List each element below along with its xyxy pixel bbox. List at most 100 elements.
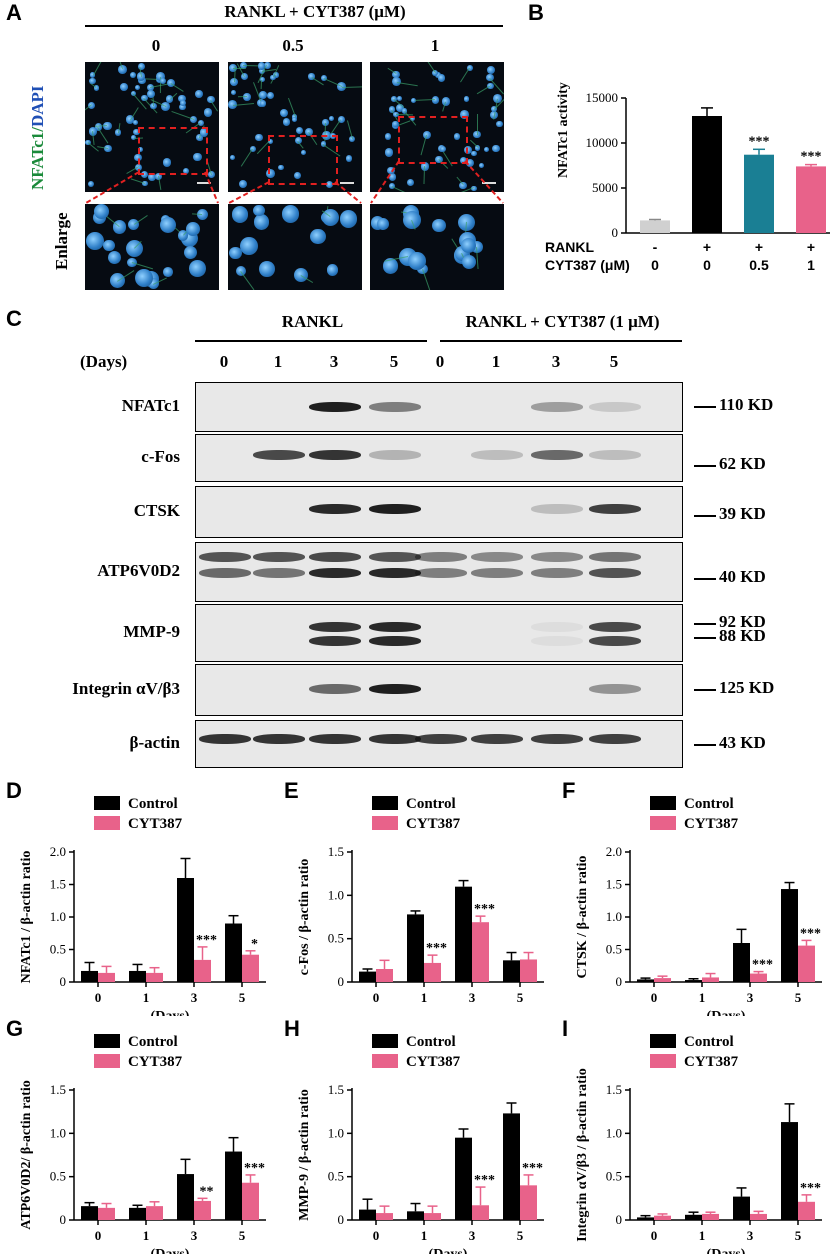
cell-nucleus <box>186 222 201 237</box>
protein-band <box>253 552 305 562</box>
protein-band <box>531 450 583 460</box>
cell-nucleus <box>118 64 127 74</box>
bar-cyt387 <box>194 1200 211 1220</box>
bar-cyt387 <box>472 922 489 982</box>
legend-control-label: Control <box>128 796 178 812</box>
cell-nucleus <box>131 135 137 141</box>
protein-band <box>589 568 641 578</box>
cell-nucleus <box>464 96 470 102</box>
bar-cyt387 <box>702 1213 719 1220</box>
kd-marker-label: 110 KD <box>719 395 774 414</box>
cell-nucleus <box>127 257 137 267</box>
protein-band <box>531 622 583 632</box>
xtick-label: 5 <box>795 990 802 1005</box>
protein-band <box>369 636 421 646</box>
legend-cyt387-label: CYT387 <box>406 816 461 832</box>
panel-b-cyt-value: 0 <box>703 257 711 273</box>
protein-band <box>369 568 421 578</box>
xtick-label: 1 <box>143 990 150 1005</box>
panel-letter-d: D <box>6 778 22 803</box>
cell-nucleus <box>300 150 306 156</box>
bar-control <box>225 923 242 982</box>
panel-b-rankl-value: - <box>652 239 658 255</box>
panel-letter-f: F <box>562 778 576 803</box>
lane-day-label: 0 <box>219 352 229 371</box>
ytick-label: 1.5 <box>606 1082 622 1097</box>
cell-nucleus <box>473 130 481 139</box>
cell-nucleus <box>487 66 496 75</box>
cell-nucleus <box>103 239 115 251</box>
cell-nucleus <box>163 267 173 278</box>
cell-nucleus <box>195 134 203 142</box>
panel-b-rankl-value: + <box>702 239 712 255</box>
x-axis-label: (Days) <box>429 1247 468 1254</box>
legend-cyt387-label: CYT387 <box>684 816 739 832</box>
xtick-label: 5 <box>517 990 524 1005</box>
panel-b-ytick: 15000 <box>586 90 619 105</box>
cell-nucleus <box>292 117 298 123</box>
cell-nucleus <box>392 120 400 128</box>
cell-nucleus <box>397 95 403 102</box>
significance-marker: *** <box>474 1173 495 1188</box>
significance-marker: ** <box>200 1184 214 1199</box>
cell-nucleus <box>138 146 144 153</box>
panel-b-rankl-value: + <box>806 239 816 255</box>
xtick-label: 1 <box>421 1228 428 1243</box>
panel-b-cyt-value: 0.5 <box>749 257 769 273</box>
kd-marker-label: 125 KD <box>719 678 775 697</box>
protein-band <box>369 684 421 694</box>
ytick-label: 2.0 <box>50 844 66 859</box>
cell-nucleus <box>93 204 109 220</box>
cell-nucleus <box>273 72 279 78</box>
cell-nucleus <box>228 64 237 72</box>
cell-nucleus <box>229 154 236 161</box>
ytick-label: 0 <box>60 1212 67 1227</box>
legend-control-swatch <box>650 796 676 810</box>
protein-band <box>415 552 467 562</box>
cell-nucleus <box>132 120 138 126</box>
cell-nucleus <box>259 100 267 107</box>
ytick-label: 1.0 <box>50 909 66 924</box>
panel-b-bar <box>744 154 774 233</box>
x-axis-label: (Days) <box>151 1247 190 1254</box>
cell-nucleus <box>437 74 446 82</box>
bar-cyt387 <box>472 1205 489 1220</box>
bar-control <box>733 1196 750 1220</box>
cell-nucleus <box>253 214 270 230</box>
scale-bar <box>197 182 211 184</box>
panel-b-cyt-value: 1 <box>807 257 815 273</box>
cell-nucleus <box>279 108 289 118</box>
western-blot-strip <box>195 604 683 662</box>
x-axis-label: (Days) <box>707 1247 746 1254</box>
panel-b-bar <box>692 116 722 233</box>
protein-band <box>589 684 641 694</box>
lane-day-label: 0 <box>435 352 445 371</box>
kd-marker-label: 39 KD <box>719 504 766 523</box>
panel-a-dose-1: 1 <box>430 36 440 55</box>
protein-band <box>199 734 251 744</box>
cell-nucleus <box>293 171 301 179</box>
bar-cyt387 <box>242 1182 259 1220</box>
cell-nucleus <box>231 206 249 223</box>
cell-nucleus <box>492 144 500 153</box>
panel-b-chart: 0 5000 10000 15000 *** *** <box>586 90 830 240</box>
cell-nucleus <box>178 94 186 103</box>
protein-band <box>253 568 305 578</box>
kd-marker-line <box>694 623 716 625</box>
kd-marker-line <box>694 406 716 408</box>
group-rankl-label: RANKL <box>281 312 344 331</box>
western-blot-strip <box>195 542 683 602</box>
cyt-row-label: CYT387 (μM) <box>545 257 630 273</box>
xtick-label: 1 <box>699 990 706 1005</box>
panel-b-bar <box>796 166 826 233</box>
cell-nucleus <box>137 63 145 70</box>
bar-control <box>177 878 194 982</box>
ytick-label: 1.0 <box>328 887 344 902</box>
ytick-label: 1.5 <box>328 1082 344 1097</box>
cell-nucleus <box>349 135 356 142</box>
legend-control-swatch <box>94 1034 120 1048</box>
legend-cyt387-swatch <box>372 816 398 830</box>
cell-nucleus <box>231 90 237 96</box>
ytick-label: 0.5 <box>606 1169 622 1184</box>
micrograph-dose-05 <box>228 62 362 192</box>
